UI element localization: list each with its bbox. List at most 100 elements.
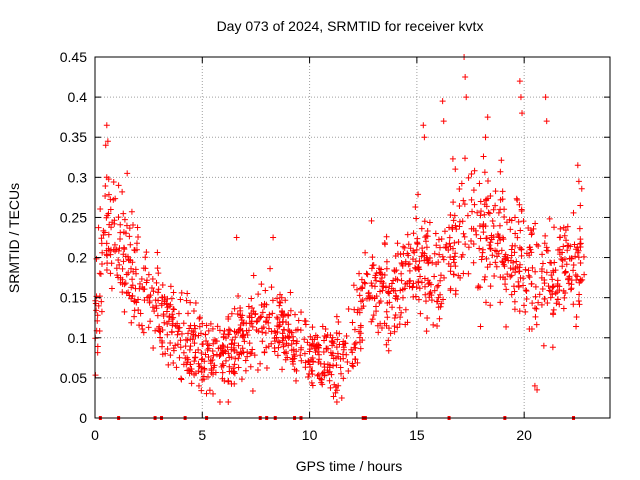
data-point: [117, 274, 124, 281]
data-point: [464, 212, 471, 219]
y-tick-label: 0.25: [60, 209, 87, 225]
data-point: [461, 233, 468, 240]
data-point: [203, 390, 210, 397]
data-point: [255, 328, 262, 335]
data-point: [489, 218, 496, 225]
data-point: [513, 258, 520, 265]
data-point: [201, 365, 208, 372]
data-point: [407, 277, 414, 284]
data-point: [523, 296, 530, 303]
data-point: [414, 264, 421, 271]
data-point: [562, 290, 569, 297]
data-point: [228, 310, 235, 317]
data-point: [282, 356, 289, 363]
data-point: [483, 203, 490, 210]
data-point: [465, 270, 472, 277]
data-point: [170, 305, 177, 312]
data-point: [564, 223, 571, 230]
data-point: [498, 247, 505, 254]
data-point: [295, 317, 302, 324]
data-point: [333, 362, 340, 369]
data-point: [422, 291, 429, 298]
data-point: [245, 327, 252, 334]
data-point: [191, 354, 198, 361]
data-point: [144, 294, 151, 301]
data-point: [314, 372, 321, 379]
data-point: [219, 360, 226, 367]
data-point: [185, 330, 192, 337]
data-point: [168, 295, 175, 302]
data-point: [410, 280, 417, 287]
data-point: [570, 209, 577, 216]
data-point: [238, 350, 245, 357]
data-point: [94, 349, 101, 356]
data-point: [234, 349, 241, 356]
data-point: [400, 243, 407, 250]
data-point: [107, 270, 114, 277]
data-point: [135, 233, 142, 240]
data-point: [418, 253, 425, 260]
data-point: [93, 307, 100, 314]
data-point: [452, 287, 459, 294]
data-point: [391, 328, 398, 335]
data-point: [133, 240, 140, 247]
y-axis-label: SRMTID / TECUs: [6, 183, 22, 293]
data-point: [219, 375, 226, 382]
data-point: [159, 281, 166, 288]
data-point: [513, 195, 520, 202]
x-axis-label: GPS time / hours: [296, 458, 403, 474]
data-point: [239, 333, 246, 340]
data-point: [224, 344, 231, 351]
data-point: [574, 273, 581, 280]
data-point: [383, 258, 390, 265]
data-point: [333, 344, 340, 351]
data-point: [131, 313, 138, 320]
data-point: [479, 246, 486, 253]
data-point: [422, 234, 429, 241]
data-point: [248, 304, 255, 311]
data-point: [399, 294, 406, 301]
data-point: [115, 214, 122, 221]
data-point: [433, 261, 440, 268]
data-point: [532, 313, 539, 320]
data-point: [334, 336, 341, 343]
data-point: [155, 297, 162, 304]
data-point: [253, 318, 260, 325]
data-point: [387, 330, 394, 337]
data-point: [164, 331, 171, 338]
data-point: [343, 333, 350, 340]
data-point: [504, 271, 511, 278]
data-point: [287, 307, 294, 314]
data-point: [502, 281, 509, 288]
data-point: [333, 313, 340, 320]
data-point: [576, 225, 583, 232]
data-point: [292, 327, 299, 334]
data-point: [180, 320, 187, 327]
data-point: [477, 323, 484, 330]
data-point: [481, 276, 488, 283]
data-point: [107, 251, 114, 258]
data-point: [209, 348, 216, 355]
data-point: [158, 337, 165, 344]
data-point: [399, 261, 406, 268]
data-point: [499, 259, 506, 266]
data-point: [492, 188, 499, 195]
data-point: [368, 217, 375, 224]
data-point: [345, 305, 352, 312]
data-point: [532, 268, 539, 275]
data-point: [357, 345, 364, 352]
data-point: [149, 304, 156, 311]
data-point: [388, 280, 395, 287]
data-point: [423, 232, 430, 239]
data-point: [392, 295, 399, 302]
data-point: [128, 295, 135, 302]
data-point: [522, 266, 529, 273]
data-point: [111, 217, 118, 224]
data-point: [474, 209, 481, 216]
data-point: [499, 188, 506, 195]
data-point: [258, 281, 265, 288]
data-point: [502, 256, 509, 263]
data-point: [227, 327, 234, 334]
data-point: [186, 346, 193, 353]
data-point: [497, 196, 504, 203]
